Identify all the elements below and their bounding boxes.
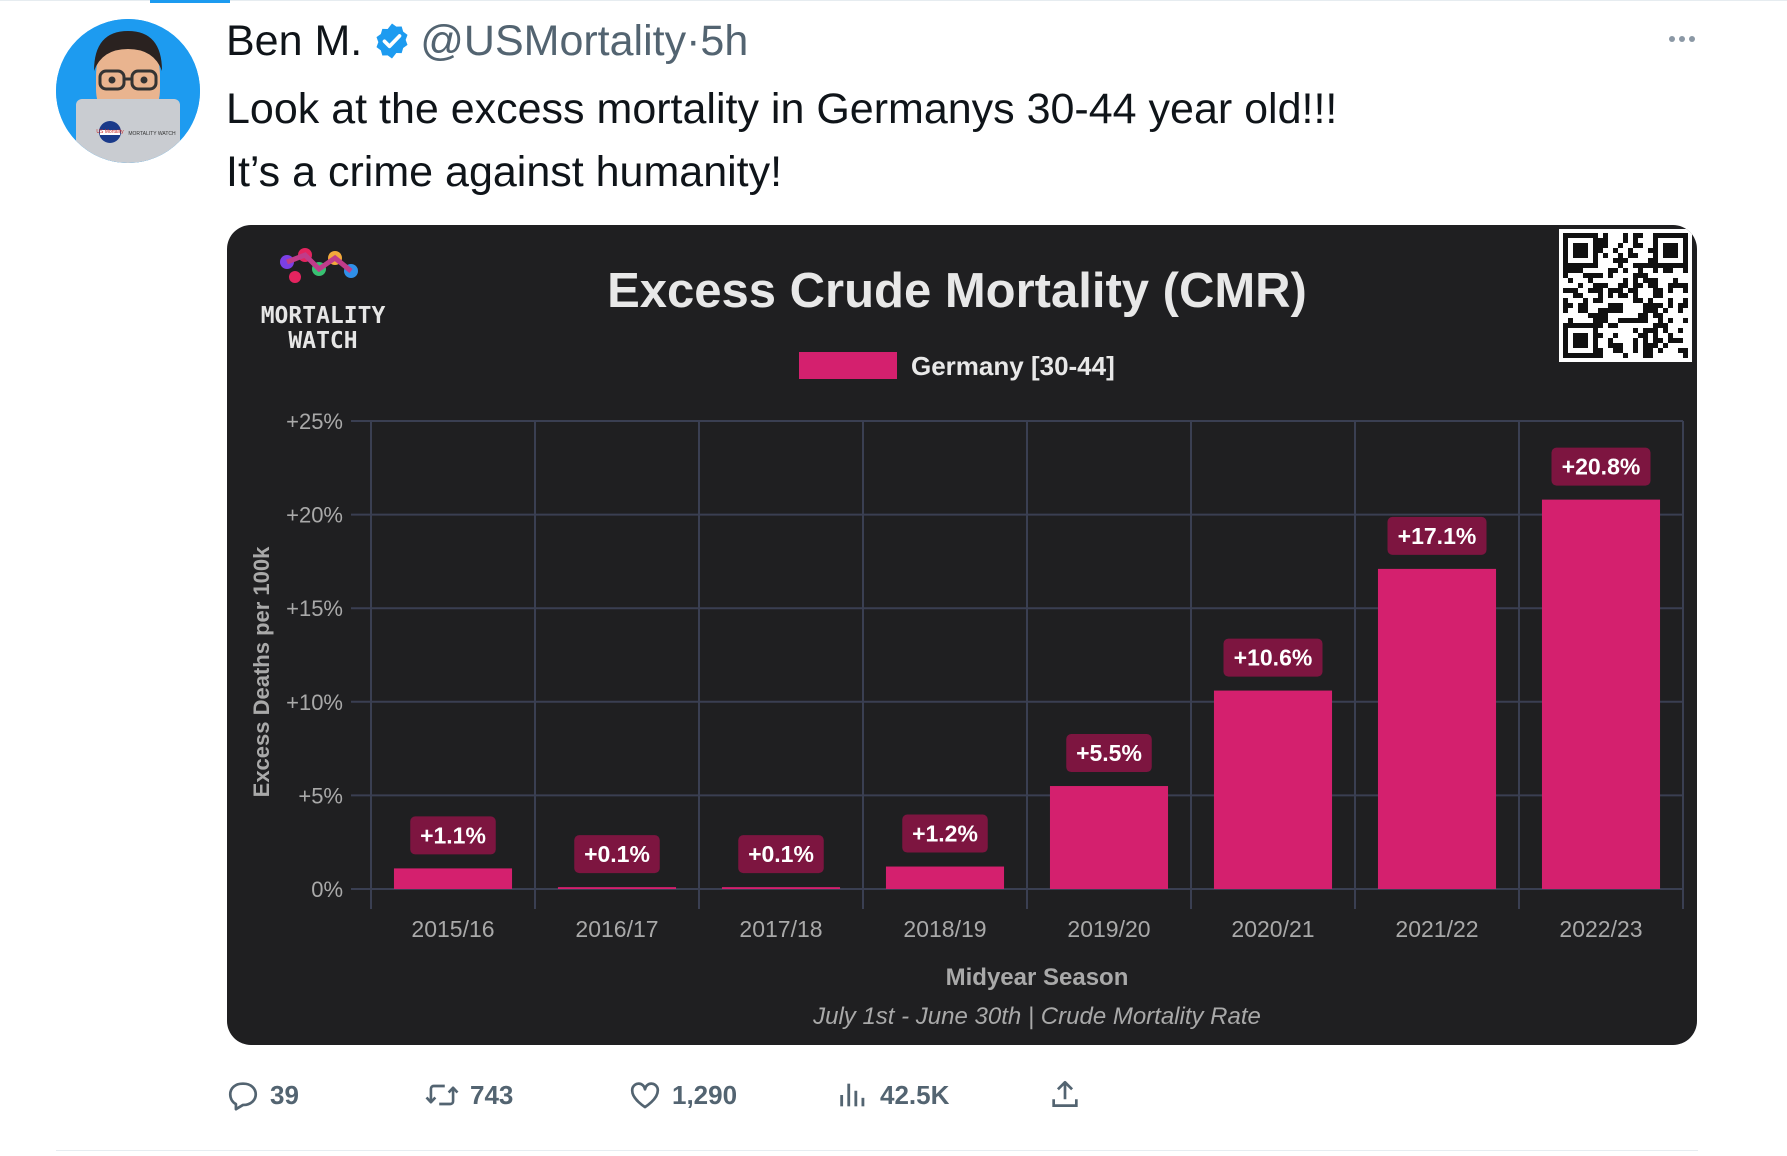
data-label: +20.8%	[1562, 454, 1641, 480]
data-label-box	[410, 816, 496, 855]
sticker1-text: US Mortality	[96, 129, 124, 135]
chart: MORTALITY WATCH Excess Crude Mortality (…	[249, 229, 1692, 1030]
data-label: +1.1%	[420, 822, 486, 848]
x-tick-label: 2015/16	[411, 916, 494, 942]
tab-indicator	[150, 0, 230, 3]
x-tick-label: 2020/21	[1231, 916, 1314, 942]
heart-icon	[630, 1082, 660, 1109]
y-tick-label: +5%	[298, 783, 343, 808]
like-count: 1,290	[672, 1079, 738, 1110]
y-axis-title: Excess Deaths per 100k	[249, 546, 274, 797]
avatar-illustration: US Mortality MORTALITY WATCH	[56, 19, 200, 163]
views-count: 42.5K	[880, 1079, 950, 1110]
data-label: +1.2%	[912, 821, 978, 847]
mortality-watch-logo: MORTALITY WATCH	[261, 248, 386, 354]
tweet-actions: 39 743 1,290 42.5K	[226, 1070, 1706, 1120]
data-label-box	[902, 814, 988, 853]
display-name[interactable]: Ben M.	[226, 16, 363, 65]
y-tick-label: +25%	[286, 409, 343, 434]
bar[interactable]	[1541, 499, 1661, 889]
more-dots-icon[interactable]	[1660, 24, 1704, 54]
bar[interactable]	[1213, 690, 1333, 889]
x-tick-label: 2017/18	[739, 916, 822, 942]
share-icon	[1052, 1080, 1078, 1107]
reply-icon	[228, 1082, 258, 1111]
legend-swatch	[799, 352, 897, 379]
tweet-text: Look at the excess mortality in Germanys…	[226, 78, 1337, 204]
data-label: +0.1%	[748, 841, 814, 867]
views-button[interactable]: 42.5K	[836, 1070, 949, 1120]
bar[interactable]	[1049, 786, 1169, 889]
bar[interactable]	[393, 868, 513, 889]
sticker2-text: MORTALITY WATCH	[128, 131, 176, 137]
logo-line1: MORTALITY	[261, 303, 386, 329]
data-label: +5.5%	[1076, 740, 1142, 766]
separator-dot: ·	[686, 16, 701, 65]
timestamp[interactable]: 5h	[700, 16, 749, 65]
views-icon	[840, 1083, 865, 1107]
retweet-icon	[425, 1084, 459, 1106]
retweet-button[interactable]: 743	[424, 1070, 513, 1120]
chart-subtitle: July 1st - June 30th | Crude Mortality R…	[812, 1003, 1261, 1030]
like-button[interactable]: 1,290	[628, 1070, 737, 1120]
y-tick-label: +15%	[286, 596, 343, 621]
bar[interactable]	[721, 887, 841, 889]
tweet-text-line: Look at the excess mortality in Germanys…	[226, 85, 1338, 133]
data-label-box	[1387, 516, 1487, 555]
reply-button[interactable]: 39	[226, 1070, 299, 1120]
x-axis-title: Midyear Season	[946, 964, 1129, 991]
x-tick-label: 2018/19	[903, 916, 986, 942]
data-label-box	[738, 835, 824, 874]
x-tick-label: 2019/20	[1067, 916, 1150, 942]
top-divider	[0, 0, 1787, 1]
bar[interactable]	[885, 866, 1005, 889]
data-label-box	[1066, 734, 1152, 773]
handle[interactable]: @USMortality	[420, 16, 687, 65]
chart-title: Excess Crude Mortality (CMR)	[607, 264, 1307, 318]
tweet-header: Ben M. @USMortality · 5h	[226, 16, 748, 66]
y-tick-label: +10%	[286, 690, 343, 715]
qr-code	[1559, 229, 1692, 362]
x-tick-label: 2016/17	[575, 916, 658, 942]
verified-badge-icon	[376, 23, 408, 59]
x-tick-label: 2021/22	[1395, 916, 1478, 942]
reply-count: 39	[270, 1079, 299, 1110]
bar[interactable]	[557, 887, 677, 889]
data-label-box	[1551, 447, 1651, 486]
share-button[interactable]	[1048, 1070, 1092, 1120]
legend-label: Germany [30-44]	[911, 351, 1115, 381]
data-label: +10.6%	[1234, 645, 1313, 671]
tweet-text-line: It’s a crime against humanity!	[226, 148, 783, 196]
data-label: +0.1%	[584, 841, 650, 867]
data-label: +17.1%	[1398, 523, 1477, 549]
y-tick-label: 0%	[311, 877, 343, 902]
data-label-box	[574, 835, 660, 874]
media-card[interactable]: MORTALITY WATCH Excess Crude Mortality (…	[227, 225, 1697, 1045]
bottom-divider	[56, 1150, 1698, 1151]
x-tick-label: 2022/23	[1559, 916, 1642, 942]
retweet-count: 743	[470, 1079, 514, 1110]
data-label-box	[1223, 638, 1323, 677]
y-tick-label: +20%	[286, 503, 343, 528]
bar[interactable]	[1377, 568, 1497, 889]
avatar[interactable]: US Mortality MORTALITY WATCH	[56, 19, 200, 163]
logo-line2: WATCH	[288, 328, 357, 354]
